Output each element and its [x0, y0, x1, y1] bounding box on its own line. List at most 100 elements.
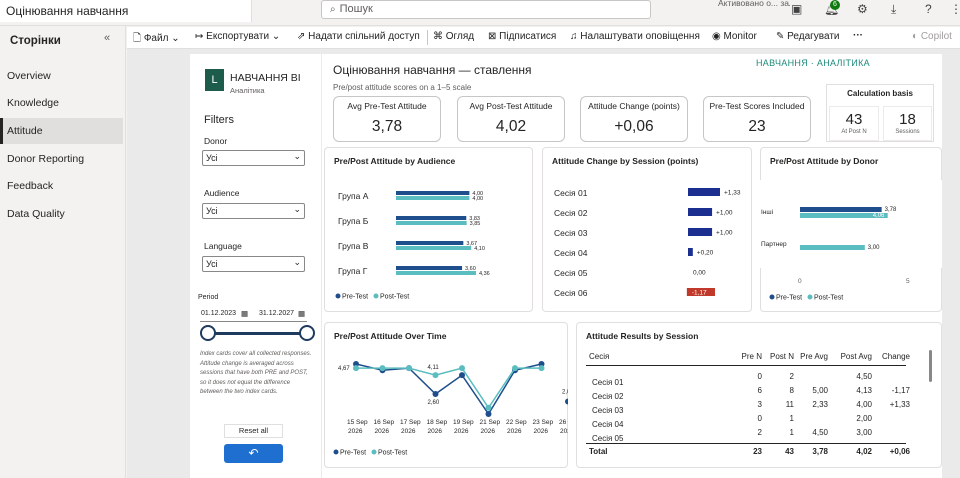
file-icon: 🗋: [133, 33, 144, 44]
sidebar-item-knowledge[interactable]: Knowledge: [7, 97, 59, 109]
header-divider: [586, 365, 906, 366]
legend-pre-dot: [333, 449, 339, 455]
period-end[interactable]: 31.12.2027: [259, 310, 295, 317]
table-cell: Сесія 05: [592, 434, 624, 443]
chevron-down-icon: ⌄: [293, 257, 301, 267]
axis-tick-label: 2026: [375, 428, 390, 435]
more-options-button[interactable]: ···: [853, 30, 863, 41]
period-label: Period: [198, 294, 219, 301]
change-bar: [688, 248, 693, 256]
post-n-box: 43 At Post N: [829, 106, 879, 141]
axis-tick-label: 2026: [481, 428, 496, 435]
sidebar-item-data-quality[interactable]: Data Quality: [7, 208, 65, 220]
axis-tick-label: 0: [798, 278, 802, 285]
data-label: 3,60: [465, 266, 476, 272]
category-label: Група Г: [338, 266, 368, 276]
category-label: Група Б: [338, 216, 369, 226]
table-cell: 4,50: [812, 428, 828, 437]
collapse-icon[interactable]: «: [104, 32, 111, 44]
legend-pre-label: Pre-Test: [342, 294, 368, 301]
table-cell: Сесія 02: [592, 392, 624, 401]
category-label: Група А: [338, 191, 369, 201]
data-label: 4,11: [428, 365, 440, 371]
monitor-button[interactable]: ◉ Monitor: [712, 31, 757, 42]
brand-title: НАВЧАННЯ ВІ: [230, 72, 301, 84]
table-scrollbar[interactable]: [929, 350, 932, 382]
back-button[interactable]: ↶: [224, 444, 283, 463]
subscribe-button[interactable]: ⊠ Підписатися: [488, 31, 556, 42]
alerts-button[interactable]: ♫ Налаштувати оповіщення: [570, 31, 700, 42]
data-label: 3,67: [466, 241, 477, 247]
date-slider-track[interactable]: [208, 332, 306, 335]
change-bar: [688, 188, 720, 196]
slider-handle-end[interactable]: [299, 325, 315, 341]
axis-tick-label: 5: [906, 278, 910, 285]
sidebar-item-donor-reporting[interactable]: Donor Reporting: [7, 153, 85, 165]
calendar-icon[interactable]: ▦: [298, 309, 306, 318]
chevron-down-icon: ⌄: [293, 204, 301, 214]
sidebar-item-overview[interactable]: Overview: [7, 70, 51, 82]
table-cell: 4,00: [856, 400, 872, 409]
file-menu[interactable]: 🗋 Файл ⌄: [133, 33, 180, 44]
language-select[interactable]: Усі ⌄: [202, 256, 305, 272]
axis-tick-label: 21 Sep: [480, 419, 501, 426]
toolbar-divider: [427, 30, 428, 45]
reset-all-button[interactable]: Reset all: [224, 424, 283, 438]
results-table: Сесія Pre N Post N Pre Avg Post Avg Change Сес…: [586, 346, 926, 464]
search-input[interactable]: ⌕ Пошук: [321, 0, 651, 19]
data-label: 2,00: [562, 390, 568, 396]
axis-tick-label: 2026: [401, 428, 416, 435]
data-label: 4,10: [474, 246, 485, 252]
download-icon[interactable]: ⤓: [891, 2, 897, 16]
share-button[interactable]: ⇗ Надати спільний доступ: [297, 31, 420, 42]
table-header-cell: Pre N: [741, 352, 762, 361]
legend-post-label: Post-Test: [378, 450, 407, 457]
axis-tick-label: 16 Sep: [374, 419, 395, 426]
axis-tick-label: 17 Sep: [400, 419, 421, 426]
legend-pre-dot: [335, 293, 341, 299]
gear-icon[interactable]: ⚙: [857, 2, 868, 16]
category-label: Сесія 05: [554, 268, 588, 278]
copilot-button[interactable]: ◐ Copilot: [912, 31, 952, 42]
help-icon[interactable]: ?: [925, 2, 932, 16]
legend-pre-label: Pre-Test: [776, 295, 802, 302]
table-total-cell: 43: [785, 447, 794, 456]
bar-post: [800, 213, 888, 218]
panel-icon[interactable]: ▣: [791, 2, 803, 16]
audience-label: Audience: [204, 188, 240, 198]
category-label: Сесія 06: [554, 288, 588, 298]
audience-select[interactable]: Усі ⌄: [202, 203, 305, 219]
donor-chart-title: Pre/Post Attitude by Donor: [770, 156, 879, 166]
category-label: Сесія 02: [554, 208, 588, 218]
pages-sidebar: Сторінки « Overview Knowledge Attitude D…: [0, 26, 126, 478]
sidebar-item-feedback[interactable]: Feedback: [7, 180, 54, 192]
account-icon[interactable]: ⋮: [950, 2, 960, 16]
data-point-pre: [432, 391, 439, 397]
kpi-card-included: Pre-Test Scores Included 23: [703, 96, 811, 142]
view-button[interactable]: ⌘ Огляд: [433, 31, 474, 42]
calendar-icon[interactable]: ▦: [241, 309, 249, 318]
period-start[interactable]: 01.12.2023: [201, 310, 237, 317]
edit-button[interactable]: ✎ Редагувати: [776, 31, 840, 42]
data-label: 4,00: [472, 196, 483, 202]
date-underline: [200, 321, 307, 322]
sidebar-item-attitude[interactable]: Attitude: [0, 118, 123, 144]
kpi-value: 3,78: [371, 118, 403, 135]
data-point-pre: [485, 411, 492, 417]
donor-select[interactable]: Усі ⌄: [202, 150, 305, 166]
session-change-title: Attitude Change by Session (points): [552, 156, 699, 166]
slider-handle-start[interactable]: [200, 325, 216, 341]
table-cell: 8: [789, 386, 794, 395]
time-chart-title: Pre/Post Attitude Over Time: [334, 331, 447, 341]
data-point-pre: [565, 398, 568, 405]
change-bar: [686, 288, 715, 296]
bar-post: [396, 221, 467, 225]
language-label: Language: [204, 241, 242, 251]
kpi-label: Avg Post-Test Attitude: [469, 101, 553, 111]
donor-label: Donor: [204, 136, 228, 146]
alerts-label: Налаштувати оповіщення: [580, 31, 700, 42]
export-menu[interactable]: ↦ Експортувати ⌄: [195, 31, 281, 42]
pencil-icon: ✎: [776, 31, 788, 42]
data-point-pre: [353, 361, 359, 367]
category-label: Сесія 03: [554, 228, 588, 238]
